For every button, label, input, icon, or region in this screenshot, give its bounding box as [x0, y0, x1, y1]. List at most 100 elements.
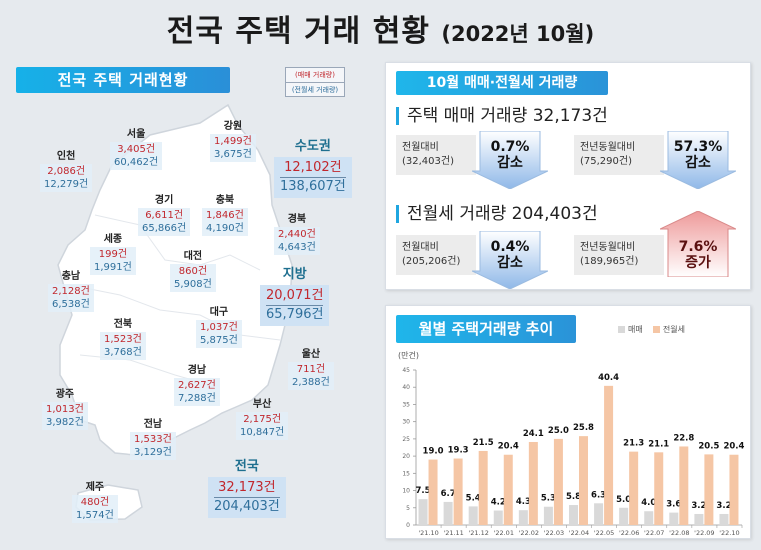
region-gyeonggi: 경기 6,611건 65,866건: [138, 191, 191, 236]
svg-text:3.2: 3.2: [716, 501, 731, 511]
svg-text:20: 20: [402, 453, 410, 460]
compare-result: 0.4% 감소: [490, 239, 530, 271]
region-sale: 480건: [80, 497, 110, 508]
total-sale: 12,102건: [280, 159, 346, 178]
svg-text:5.8: 5.8: [566, 492, 581, 502]
region-chungbuk: 충북 1,846건 4,190건: [202, 191, 248, 236]
svg-text:4.3: 4.3: [516, 497, 531, 507]
sale-heading: 주택 매매 거래량 32,173건: [396, 107, 608, 125]
lease-mom-compare: 전월대비 (205,206건) 0.4% 감소: [396, 231, 556, 289]
region-lease: 12,279건: [44, 179, 89, 190]
svg-text:'22.02: '22.02: [519, 529, 539, 537]
svg-text:'22.06: '22.06: [619, 529, 639, 537]
svg-text:25.8: 25.8: [573, 423, 594, 433]
chart-banner: 월별 주택거래량 추이: [396, 315, 576, 343]
region-sale: 1,037건: [200, 322, 238, 333]
summary-banner: 10월 매매·전월세 거래량: [396, 71, 608, 95]
region-sale: 2,175건: [243, 414, 282, 425]
lease-heading: 전월세 거래량 204,403건: [396, 205, 598, 223]
region-name: 전북: [113, 319, 133, 330]
svg-text:'21.12: '21.12: [468, 529, 488, 537]
svg-text:'22.07: '22.07: [644, 529, 664, 537]
legend-label-lease: 전월세: [662, 325, 685, 334]
region-lease: 6,538건: [52, 299, 90, 310]
svg-text:'22.09: '22.09: [694, 529, 714, 537]
region-name: 대구: [209, 307, 229, 318]
chart-legend: 매매 전월세: [618, 324, 685, 335]
total-nationwide: 전국 32,173건 204,403건: [208, 455, 286, 518]
region-sale: 711건: [296, 364, 326, 375]
compare-label: 전년동월대비 (189,965건): [574, 235, 664, 275]
compare-label: 전월대비 (32,403건): [396, 135, 476, 175]
region-lease: 10,847건: [240, 427, 285, 438]
svg-text:7.5: 7.5: [416, 486, 431, 496]
region-name: 대전: [183, 251, 203, 262]
region-lease: 2,388건: [292, 377, 330, 388]
map-section-banner: 전국 주택 거래현황: [16, 67, 230, 93]
region-sale: 1,846건: [206, 210, 244, 221]
region-sale: 6,611건: [145, 210, 184, 221]
legend-lease: (전월세 거래량): [291, 86, 339, 94]
svg-text:21.5: 21.5: [473, 438, 494, 448]
page-title: 전국 주택 거래 현황 (2022년 10월): [0, 6, 761, 50]
region-gangwon: 강원 1,499건 3,675건: [210, 117, 256, 162]
chart-unit: (만건): [398, 351, 419, 360]
svg-text:3.6: 3.6: [666, 500, 681, 510]
svg-text:'21.11: '21.11: [443, 529, 463, 537]
total-provinces: 지방 20,071건 65,796건: [260, 263, 330, 326]
region-sale: 2,086건: [47, 166, 86, 177]
svg-text:4.2: 4.2: [491, 498, 506, 508]
down-arrow-icon: [472, 131, 548, 189]
svg-text:22.8: 22.8: [673, 433, 694, 443]
title-main: 전국 주택 거래 현황: [166, 14, 430, 49]
region-lease: 65,866건: [142, 223, 187, 234]
region-daejeon: 대전 860건 5,908건: [170, 247, 216, 292]
svg-text:6.7: 6.7: [441, 489, 456, 499]
down-arrow-icon: [472, 231, 548, 289]
compare-label: 전월대비 (205,206건): [396, 235, 476, 275]
legend-swatch-sale: [618, 326, 625, 333]
region-gyeongbuk: 경북 2,440건 4,643건: [274, 210, 320, 255]
svg-text:'22.10: '22.10: [719, 529, 739, 537]
legend-sale: (매매 거래량): [286, 68, 344, 83]
region-sale: 199건: [98, 249, 128, 260]
up-arrow-icon: [660, 211, 736, 277]
total-sale: 20,071건: [266, 287, 324, 306]
region-gyeongnam: 경남 2,627건 7,288건: [174, 361, 220, 406]
region-name: 충남: [61, 271, 81, 282]
total-name: 수도권: [294, 139, 331, 154]
svg-text:4.0: 4.0: [641, 498, 656, 508]
region-lease: 3,768건: [104, 347, 142, 358]
region-lease: 3,982건: [46, 417, 84, 428]
svg-text:20.4: 20.4: [498, 442, 519, 452]
region-chungnam: 충남 2,128건 6,538건: [48, 267, 94, 312]
svg-text:'22.01: '22.01: [494, 529, 514, 537]
region-name: 경기: [154, 195, 174, 206]
total-lease: 138,607건: [280, 179, 346, 194]
summary-panel: 10월 매매·전월세 거래량 주택 매매 거래량 32,173건 전월대비 (32…: [385, 62, 751, 290]
region-lease: 5,875건: [200, 335, 238, 346]
legend-swatch-lease: [652, 326, 660, 333]
svg-text:'22.05: '22.05: [594, 529, 614, 537]
svg-text:5: 5: [406, 505, 410, 512]
svg-text:19.0: 19.0: [423, 447, 444, 457]
region-gwangju: 광주 1,013건 3,982건: [42, 385, 88, 430]
region-name: 강원: [223, 121, 243, 132]
region-daegu: 대구 1,037건 5,875건: [196, 303, 242, 348]
svg-text:3.2: 3.2: [691, 501, 706, 511]
compare-result: 7.6% 증가: [678, 239, 718, 271]
region-jeju: 제주 480건 1,574건: [72, 478, 118, 523]
total-capital-area: 수도권 12,102건 138,607건: [274, 135, 352, 198]
region-name: 전남: [143, 419, 163, 430]
region-name: 충북: [215, 195, 235, 206]
region-sale: 2,440건: [278, 229, 316, 240]
svg-text:19.3: 19.3: [448, 446, 469, 456]
region-lease: 7,288건: [178, 393, 216, 404]
region-sale: 860건: [178, 266, 208, 277]
compare-result: 0.7% 감소: [490, 139, 530, 171]
sale-mom-compare: 전월대비 (32,403건) 0.7% 감소: [396, 131, 556, 189]
region-seoul: 서울 3,405건 60,462건: [110, 125, 163, 170]
region-sale: 1,499건: [214, 136, 252, 147]
svg-text:30: 30: [402, 419, 410, 426]
svg-text:21.1: 21.1: [648, 439, 669, 449]
